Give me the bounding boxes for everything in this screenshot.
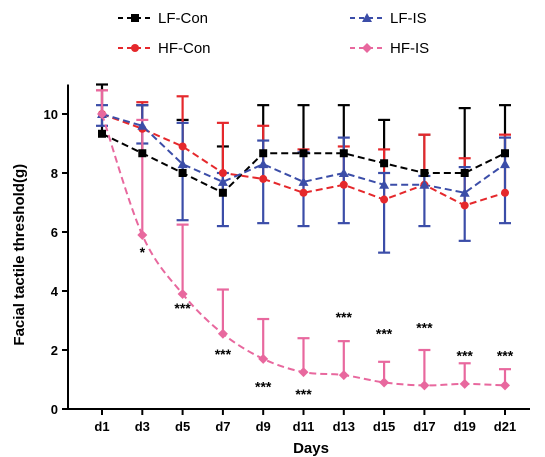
marker-diamond bbox=[97, 109, 107, 119]
significance-label: *** bbox=[416, 319, 433, 335]
marker-triangle bbox=[258, 159, 269, 169]
x-tick-label: d9 bbox=[256, 419, 271, 434]
marker-circle bbox=[299, 188, 308, 197]
marker-square bbox=[501, 149, 509, 158]
marker-circle bbox=[178, 142, 187, 151]
error-bars bbox=[96, 83, 511, 386]
legend-label: LF-Con bbox=[158, 10, 208, 27]
marker-square bbox=[259, 149, 268, 158]
y-tick-label: 10 bbox=[44, 107, 58, 122]
marker-diamond bbox=[338, 370, 349, 381]
legend: LF-Con HF-Con LF-IS HF-IS bbox=[118, 10, 429, 57]
marker-triangle bbox=[379, 179, 390, 189]
x-tick-label: d1 bbox=[94, 419, 109, 434]
legend-label: HF-IS bbox=[390, 40, 429, 57]
marker-square bbox=[178, 169, 187, 177]
significance-label: *** bbox=[295, 386, 312, 402]
marker-diamond bbox=[362, 43, 372, 53]
marker-triangle bbox=[338, 168, 349, 177]
marker-circle bbox=[218, 169, 227, 177]
marker-square bbox=[339, 149, 348, 158]
significance-label: *** bbox=[336, 309, 353, 325]
data-markers bbox=[97, 109, 510, 391]
marker-triangle bbox=[177, 159, 188, 169]
marker-diamond bbox=[298, 367, 309, 378]
legend-label: HF-Con bbox=[158, 40, 211, 57]
marker-square bbox=[98, 129, 106, 138]
marker-diamond bbox=[500, 380, 510, 391]
significance-label: *** bbox=[376, 325, 393, 341]
marker-triangle bbox=[217, 176, 228, 186]
marker-square bbox=[138, 149, 147, 158]
marker-triangle bbox=[298, 176, 309, 186]
marker-diamond bbox=[459, 378, 470, 389]
x-tick-label: d19 bbox=[453, 419, 475, 434]
marker-square bbox=[460, 169, 469, 177]
marker-circle bbox=[380, 195, 389, 204]
y-tick-label: 2 bbox=[51, 343, 58, 358]
x-tick-label: d15 bbox=[373, 419, 395, 434]
y-axis-title: Facial tactile threshold(g) bbox=[11, 164, 28, 346]
marker-diamond bbox=[137, 229, 148, 240]
significance-label: *** bbox=[174, 300, 191, 316]
marker-diamond bbox=[177, 288, 188, 299]
x-axis-title: Days bbox=[293, 440, 329, 457]
x-tick-label: d5 bbox=[175, 419, 190, 434]
significance-label: * bbox=[140, 244, 146, 260]
y-tick-label: 6 bbox=[51, 225, 58, 240]
marker-circle bbox=[501, 188, 509, 197]
marker-square bbox=[299, 149, 308, 158]
x-axis-ticks: d1 d3 d5 d7 d9 d11 d13 d15 d17 d19 d21 bbox=[94, 409, 516, 434]
significance-label: *** bbox=[255, 378, 272, 394]
marker-diamond bbox=[217, 328, 228, 339]
marker-square bbox=[420, 169, 429, 177]
marker-square bbox=[218, 188, 227, 197]
marker-triangle bbox=[362, 13, 372, 22]
marker-triangle bbox=[137, 120, 148, 130]
y-axis-ticks: 0 2 4 6 8 10 bbox=[44, 107, 68, 417]
marker-triangle bbox=[419, 179, 430, 189]
legend-label: LF-IS bbox=[390, 10, 427, 27]
marker-diamond bbox=[379, 377, 390, 388]
y-tick-label: 0 bbox=[51, 402, 58, 417]
marker-circle bbox=[259, 174, 268, 183]
axes bbox=[67, 84, 530, 410]
x-tick-label: d13 bbox=[333, 419, 355, 434]
marker-circle bbox=[339, 180, 348, 189]
significance-label: *** bbox=[457, 347, 474, 363]
marker-square bbox=[380, 159, 389, 168]
significance-label: *** bbox=[215, 346, 232, 362]
marker-triangle bbox=[459, 187, 470, 197]
x-tick-label: d7 bbox=[215, 419, 230, 434]
x-tick-label: d17 bbox=[413, 419, 435, 434]
series-line-hf-con bbox=[101, 113, 506, 207]
marker-square bbox=[131, 14, 139, 22]
x-tick-label: d3 bbox=[135, 419, 150, 434]
marker-circle bbox=[460, 201, 469, 210]
x-tick-label: d21 bbox=[494, 419, 516, 434]
marker-diamond bbox=[419, 380, 430, 391]
marker-triangle bbox=[500, 159, 510, 169]
series-line-hf-is bbox=[101, 113, 506, 387]
y-tick-label: 8 bbox=[51, 166, 58, 181]
marker-diamond bbox=[258, 353, 269, 364]
y-tick-label: 4 bbox=[51, 284, 59, 299]
series-line-lf-is bbox=[101, 113, 506, 194]
x-tick-label: d11 bbox=[293, 419, 315, 434]
marker-circle bbox=[131, 44, 139, 52]
significance-label: *** bbox=[497, 347, 514, 363]
significance-labels: ********** ********* ****** *** bbox=[140, 244, 514, 402]
